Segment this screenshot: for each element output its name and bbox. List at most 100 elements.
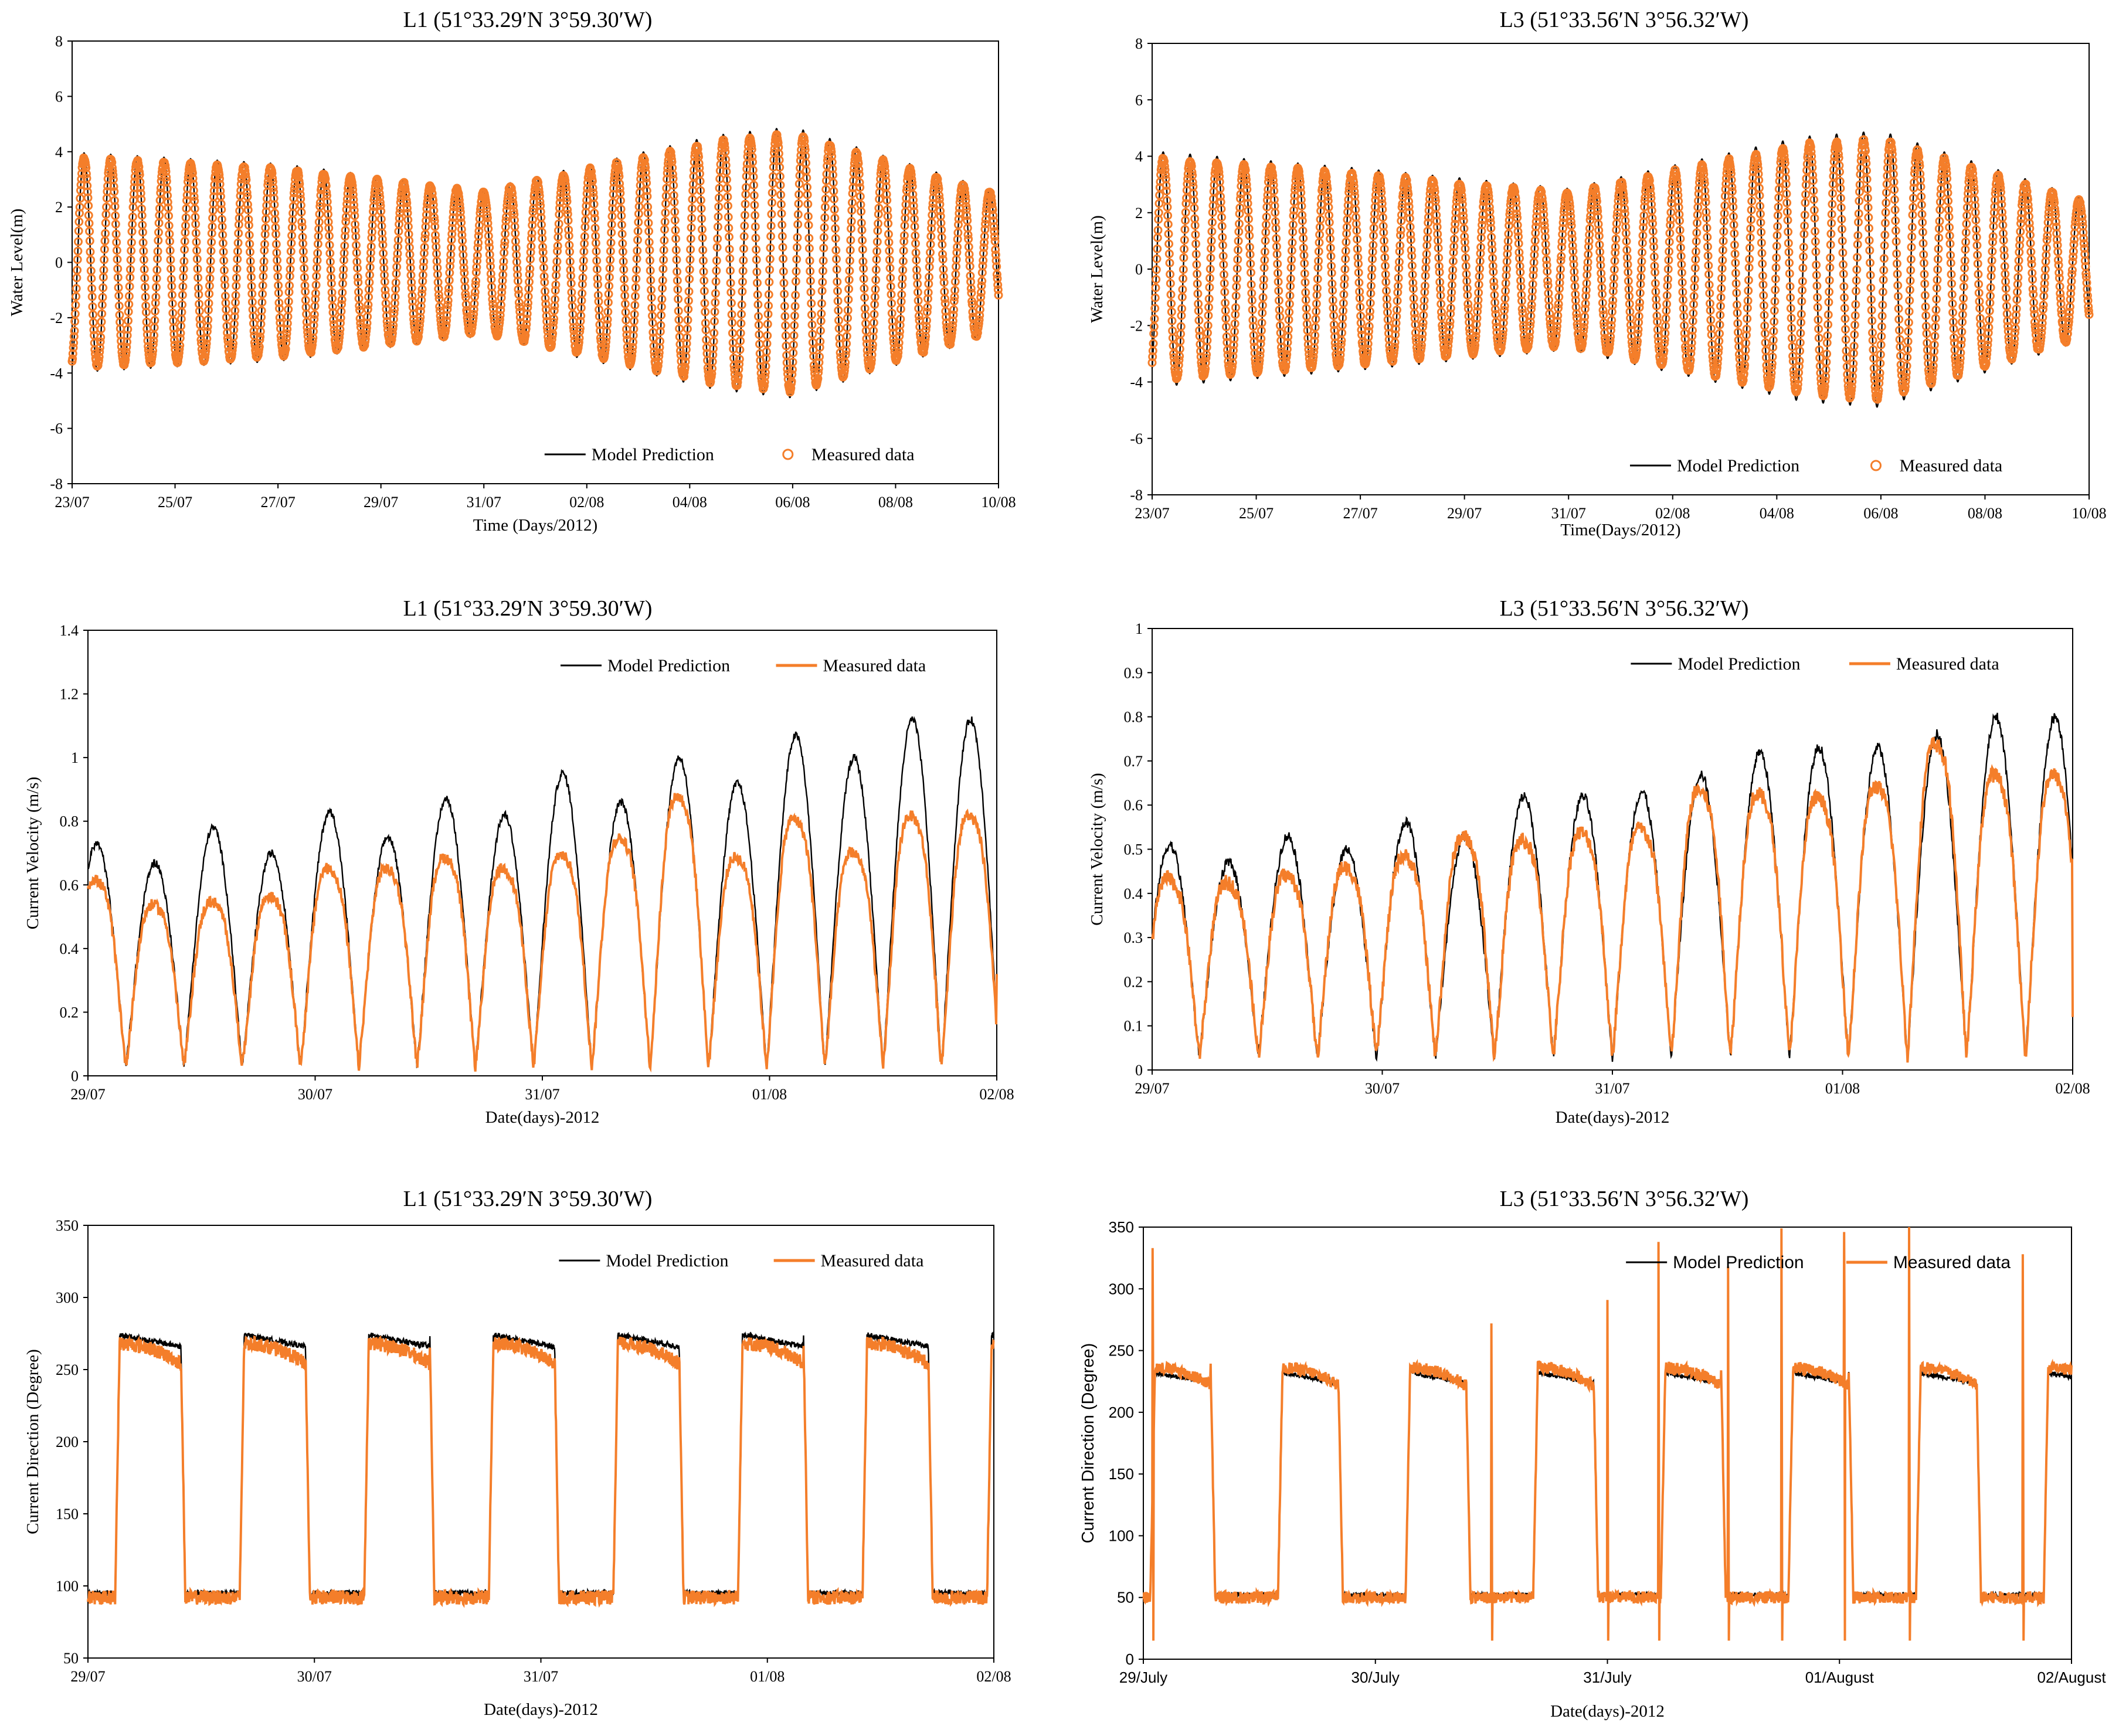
measured-point (565, 247, 575, 256)
measured-point (720, 143, 729, 152)
measured-point (261, 223, 270, 232)
measured-point (1594, 226, 1604, 235)
measured-point (1849, 341, 1859, 351)
measured-point (749, 181, 759, 190)
measured-point (1692, 237, 1701, 246)
measured-point (1666, 220, 1675, 230)
measured-point (615, 179, 624, 188)
measured-point (1917, 209, 1927, 219)
measured-point (1608, 287, 1618, 296)
measured-point (1933, 254, 1943, 264)
measured-point (728, 318, 737, 327)
measured-point (1823, 310, 1833, 320)
measured-point (538, 242, 547, 252)
legend-measured-label: Measured data (1896, 654, 1999, 674)
measured-point (796, 151, 806, 160)
measured-point (1896, 342, 1905, 352)
measured-point (2055, 268, 2064, 277)
measured-point (668, 169, 677, 179)
measured-point (206, 265, 215, 274)
x-tick-label: 29/07 (1135, 1080, 1169, 1097)
measured-point (1881, 208, 1890, 217)
measured-point (1527, 304, 1536, 314)
measured-point (2084, 306, 2093, 315)
measured-point (83, 181, 92, 191)
measured-point (108, 171, 118, 179)
measured-point (382, 311, 391, 321)
y-axis-label: Water Level(m) (1088, 215, 1106, 323)
measured-point (1163, 211, 1173, 220)
measured-point (574, 338, 583, 347)
measured-point (430, 216, 439, 226)
measured-point (274, 288, 283, 298)
measured-point (340, 232, 349, 241)
measured-point (821, 185, 831, 194)
measured-point (218, 239, 227, 248)
measured-point (752, 267, 762, 277)
measured-point (1927, 374, 1937, 383)
measured-point (1783, 216, 1792, 225)
measured-point (128, 212, 137, 222)
measured-point (926, 240, 935, 249)
measured-point (977, 276, 987, 286)
measured-point (726, 298, 736, 308)
measured-point (747, 141, 756, 151)
measured-point (366, 242, 376, 252)
measured-point (986, 188, 995, 198)
measured-point (1771, 285, 1780, 294)
measured-point (1948, 299, 1957, 308)
measured-point (1773, 211, 1782, 220)
measured-point (1982, 345, 1992, 355)
measured-point (989, 222, 999, 231)
measured-point (498, 263, 508, 272)
measured-point (663, 164, 673, 173)
measured-point (1591, 185, 1600, 194)
measured-point (73, 266, 82, 275)
x-tick-label: 27/07 (1343, 505, 1377, 522)
measured-point (69, 343, 78, 352)
measured-point (563, 216, 573, 225)
measured-point (1313, 283, 1322, 293)
measured-point (1463, 291, 1472, 300)
measured-point (1585, 224, 1594, 233)
measured-point (766, 221, 776, 230)
measured-point (1760, 329, 1770, 338)
measured-point (1679, 311, 1689, 321)
measured-point (139, 255, 148, 264)
measured-point (994, 290, 1003, 300)
measured-point (1545, 309, 1554, 318)
measured-point (1890, 205, 1900, 215)
measured-point (833, 286, 842, 295)
y-tick-label: -8 (1130, 487, 1143, 504)
measured-point (420, 234, 430, 243)
x-tick-label: 29/07 (1447, 505, 1482, 522)
measured-point (313, 249, 322, 258)
measured-point (2011, 316, 2020, 325)
measured-point (1484, 192, 1493, 201)
chart-panel-5: L1 (51°33.29′N 3°59.30′W)501001502002503… (23, 1187, 1011, 1719)
measured-point (1985, 306, 1994, 315)
measured-point (807, 320, 817, 329)
measured-point (1787, 314, 1796, 323)
measured-point (151, 298, 160, 308)
measured-point (1865, 223, 1873, 233)
measured-point (1514, 248, 1524, 257)
measured-point (980, 238, 989, 247)
y-tick-label: 300 (56, 1289, 79, 1306)
measured-point (1959, 294, 1968, 303)
measured-point (1312, 299, 1321, 308)
measured-point (1528, 280, 1537, 289)
measured-point (1962, 203, 1972, 212)
measured-point (1583, 263, 1592, 273)
measured-point (790, 321, 799, 330)
measured-point (602, 337, 610, 346)
measured-point (1839, 260, 1848, 269)
measured-point (632, 265, 641, 274)
measured-point (256, 332, 265, 341)
measured-point (1298, 210, 1307, 220)
measured-point (1326, 243, 1335, 253)
measured-point (281, 334, 291, 342)
measured-point (1255, 351, 1265, 360)
measured-point (1167, 307, 1176, 317)
measured-point (74, 217, 84, 226)
